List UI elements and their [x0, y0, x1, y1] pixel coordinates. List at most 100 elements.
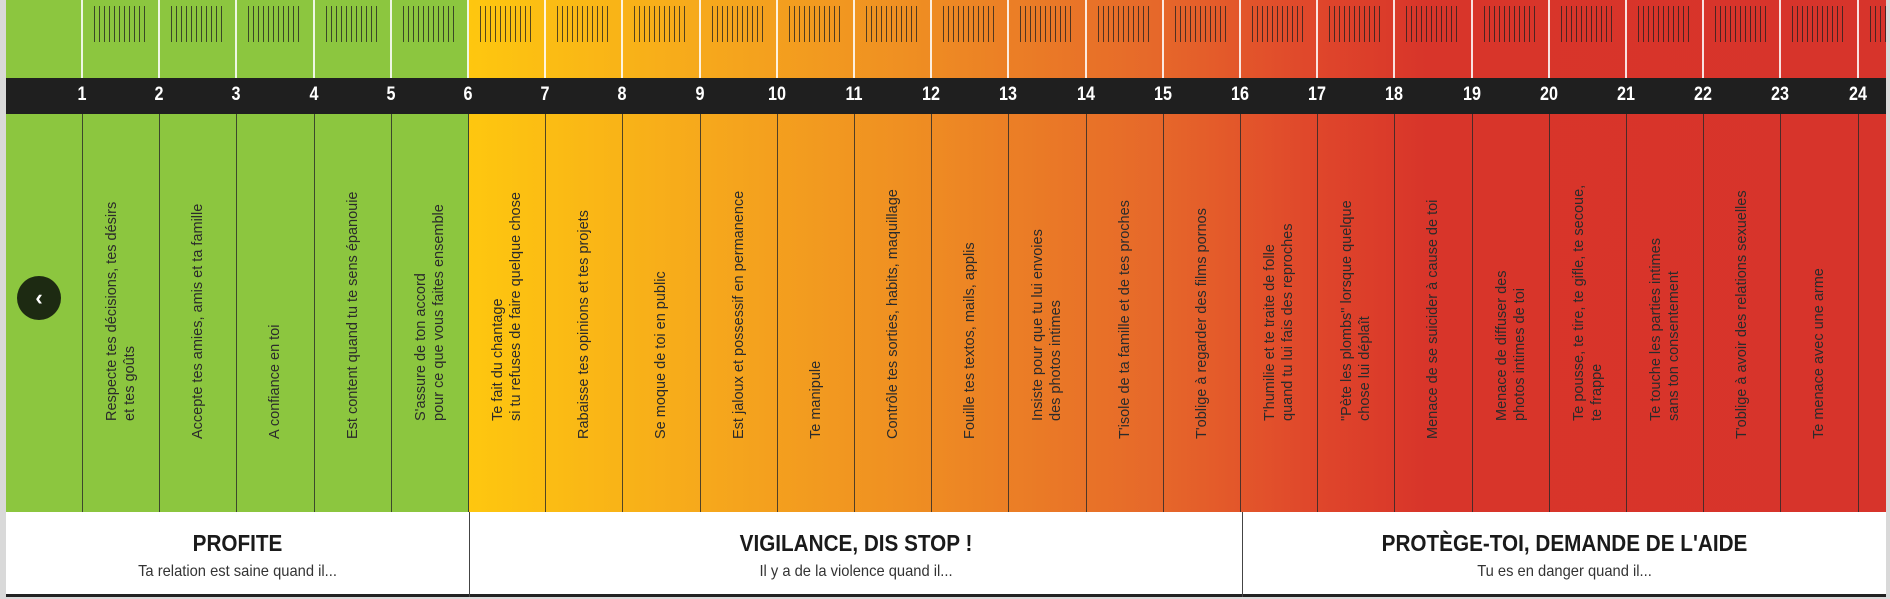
behavior-label: T'isole de ta famille et de tes proches — [1116, 200, 1133, 439]
ruler-major-tick — [467, 0, 469, 78]
behavior-label: T'oblige à avoir des relations sexuelles — [1734, 190, 1751, 439]
behavior-column: Insiste pour que tu lui envoies des phot… — [1008, 114, 1085, 512]
ruler-minor-ticks — [1329, 6, 1383, 42]
ruler-minor-ticks — [248, 6, 302, 42]
behavior-label: Menace de se suicider à cause de toi — [1425, 199, 1442, 439]
behavior-column: Contrôle tes sorties, habits, maquillage — [854, 114, 931, 512]
behavior-column: Te manipule — [776, 114, 854, 512]
behavior-label: Est jaloux et possessif en permanence — [730, 190, 747, 439]
scale-number: 13 — [999, 84, 1018, 105]
behavior-label: Menace de diffuser des photos intimes de… — [1493, 270, 1528, 421]
ruler-minor-ticks — [1252, 6, 1306, 42]
ruler-minor-ticks — [1792, 6, 1846, 42]
ruler-minor-ticks — [1483, 6, 1537, 42]
ruler-major-tick — [158, 0, 161, 78]
scale-number: 21 — [1617, 84, 1635, 105]
behavior-label: Respecte tes décisions, tes désirs et te… — [104, 201, 139, 421]
scale-number: 3 — [231, 84, 241, 105]
ruler — [6, 0, 1886, 78]
behavior-label: Rabaisse tes opinions et tes projets — [576, 210, 593, 439]
behavior-column: S'assure de ton accord pour ce que vous … — [390, 114, 468, 512]
behavior-column: Menace de diffuser des photos intimes de… — [1471, 114, 1549, 512]
scale-number: 11 — [845, 84, 863, 105]
behavior-label: Contrôle tes sorties, habits, maquillage — [885, 189, 902, 439]
scale-number: 7 — [540, 84, 550, 105]
ruler-major-tick — [930, 0, 933, 78]
ruler-major-tick — [1316, 0, 1319, 78]
section-profite: PROFITE Ta relation est saine quand il..… — [6, 512, 469, 597]
ruler-minor-ticks — [171, 6, 225, 42]
chevron-left-icon: ‹ — [35, 285, 43, 310]
violentometre: 1 2 3 4 5 6 7 8 9 10 11 12 13 14 15 16 17 18 19 20 21 22 23 24 … — [6, 0, 1886, 597]
ruler-major-tick — [1702, 0, 1705, 78]
behavior-label: Te pousse, te tire, te gifle, te secoue,… — [1570, 184, 1605, 421]
scale-number: 10 — [767, 84, 786, 105]
ruler-minor-ticks — [788, 6, 842, 42]
behavior-column: Te fait du chantage si tu refuses de fai… — [468, 114, 545, 512]
scale-number: 8 — [617, 84, 627, 105]
behavior-column: Est content quand tu te sens épanouie — [313, 114, 391, 512]
scale-number: 19 — [1462, 84, 1481, 105]
column-divider — [1857, 114, 1859, 512]
scale-number: 12 — [922, 84, 941, 105]
ruler-minor-ticks — [866, 6, 920, 42]
behavior-label: S'assure de ton accord pour ce que vous … — [412, 204, 447, 421]
section-title: VIGILANCE, DIS STOP ! — [739, 530, 973, 556]
behavior-label: Te fait du chantage si tu refuses de fai… — [490, 192, 525, 421]
behavior-label: "Pète les plombs" lorsque quelque chose … — [1339, 200, 1374, 421]
ruler-major-tick — [235, 0, 238, 78]
scale-number: 14 — [1076, 84, 1095, 105]
section-subtitle: Tu es en danger quand il... — [1477, 563, 1652, 580]
scale-number: 6 — [463, 84, 473, 105]
behavior-label: Se moque de toi en public — [653, 271, 670, 439]
ruler-minor-ticks — [557, 6, 611, 42]
behavior-column: T'oblige à regarder des films pornos — [1162, 114, 1240, 512]
scale-number: 22 — [1694, 84, 1713, 105]
section-footer: PROFITE Ta relation est saine quand il..… — [6, 512, 1886, 597]
behavior-column: Respecte tes décisions, tes désirs et te… — [82, 114, 159, 512]
section-title: PROTÈGE-TOI, DEMANDE DE L'AIDE — [1381, 530, 1748, 556]
behavior-label: T'oblige à regarder des films pornos — [1193, 208, 1210, 439]
scale-number: 17 — [1308, 84, 1327, 105]
ruler-minor-ticks — [1406, 6, 1460, 42]
number-scale-bar: 1 2 3 4 5 6 7 8 9 10 11 12 13 14 15 16 17 18 19 20 21 22 23 24 — [6, 78, 1886, 114]
scale-number: 23 — [1771, 84, 1790, 105]
section-subtitle: Il y a de la violence quand il... — [759, 563, 953, 580]
ruler-minor-ticks — [943, 6, 997, 42]
behavior-column: Te touche les parties intimes sans ton c… — [1626, 114, 1703, 512]
behavior-column: Est jaloux et possessif en permanence — [699, 114, 777, 512]
ruler-minor-ticks — [325, 6, 379, 42]
ruler-major-tick — [544, 0, 547, 78]
behavior-column: Menace de se suicider à cause de toi — [1394, 114, 1471, 512]
previous-button[interactable]: ‹ — [17, 276, 61, 320]
scale-number: 16 — [1231, 84, 1249, 105]
behavior-label: Accepte tes amies, amis et ta famille — [190, 203, 207, 439]
ruler-major-tick — [621, 0, 624, 78]
behavior-column: Rabaisse tes opinions et tes projets — [545, 114, 622, 512]
behavior-column: Accepte tes amies, amis et ta famille — [159, 114, 236, 512]
scale-number: 4 — [309, 84, 319, 105]
behavior-label: Fouille tes textos, mails, applis — [962, 242, 979, 439]
ruler-minor-ticks — [402, 6, 456, 42]
behavior-label: Te menace avec une arme — [1811, 268, 1828, 439]
behavior-column: Te pousse, te tire, te gifle, te secoue,… — [1548, 114, 1626, 512]
scale-number: 15 — [1153, 84, 1172, 105]
ruler-minor-ticks — [1638, 6, 1692, 42]
ruler-major-tick — [1084, 0, 1087, 78]
behavior-column: A confiance en toi — [236, 114, 313, 512]
behavior-label: T'humilie et te traite de folle quand tu… — [1262, 223, 1297, 422]
section-protege-toi: PROTÈGE-TOI, DEMANDE DE L'AIDE Tu es en … — [1242, 512, 1886, 597]
ruler-minor-ticks — [1174, 6, 1228, 42]
ruler-minor-ticks — [634, 6, 688, 42]
ruler-major-tick — [1161, 0, 1164, 78]
behavior-label: A confiance en toi — [267, 324, 284, 439]
behavior-label: Te manipule — [807, 360, 824, 439]
ruler-major-tick — [698, 0, 701, 78]
scale-number: 1 — [77, 84, 87, 105]
behavior-label: Te touche les parties intimes sans ton c… — [1648, 238, 1683, 421]
scale-number: 20 — [1539, 84, 1558, 105]
ruler-major-tick — [81, 0, 83, 78]
ruler-major-tick — [389, 0, 392, 78]
section-title: PROFITE — [192, 530, 283, 556]
ruler-major-tick — [1393, 0, 1396, 78]
